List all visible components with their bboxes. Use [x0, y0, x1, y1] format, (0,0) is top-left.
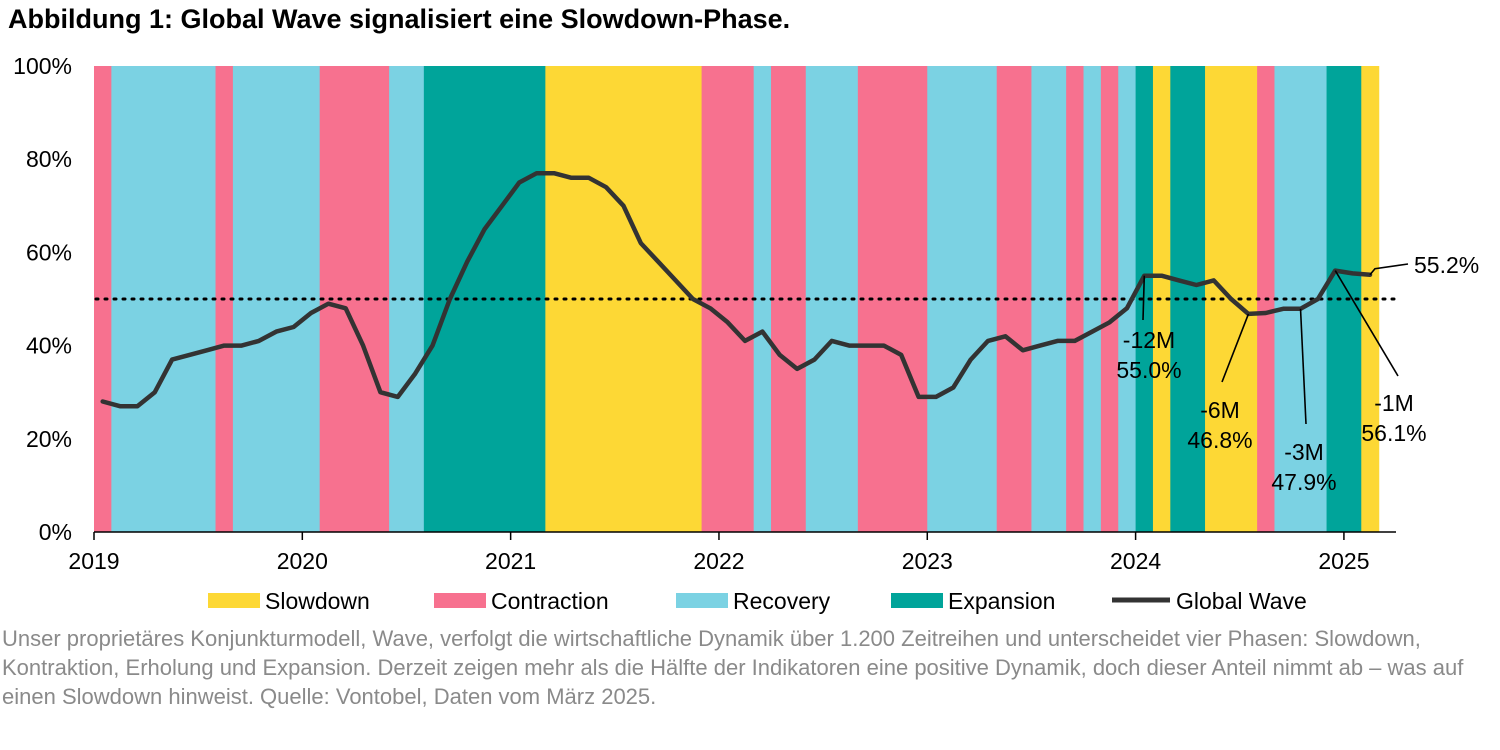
- legend: Slowdown Contraction Recovery Expansion Glob…: [208, 588, 1307, 614]
- axes: 0% 20% 40% 60% 80% 100% 2019 2020 2021 2022 2023 20…: [13, 53, 1396, 574]
- y-tick-label: 0%: [39, 519, 72, 545]
- annotation-leader: [1299, 308, 1307, 425]
- annotation-period: -6M: [1200, 397, 1240, 423]
- y-tick-label: 100%: [13, 53, 72, 79]
- y-tick-label: 20%: [26, 426, 72, 452]
- phase-band-contraction: [1066, 66, 1085, 532]
- phase-band-recovery: [111, 66, 217, 532]
- annotation-value: 47.9%: [1271, 469, 1336, 495]
- annotation-period: -12M: [1123, 327, 1175, 353]
- legend-swatch-expansion: [891, 593, 943, 608]
- annotation-period: -1M: [1374, 390, 1414, 416]
- legend-label: Recovery: [733, 588, 831, 614]
- global-wave-chart: 0% 20% 40% 60% 80% 100% 2019 2020 2021 2022 2023 20…: [13, 53, 1479, 614]
- legend-swatch-recovery: [676, 593, 728, 608]
- annotation-leaders: [1142, 263, 1409, 425]
- phase-band-slowdown: [545, 66, 703, 532]
- legend-label: Slowdown: [265, 588, 370, 614]
- x-tick-label: 2023: [902, 548, 953, 574]
- annotation-value: 55.0%: [1116, 357, 1181, 383]
- phase-band-contraction: [94, 66, 112, 532]
- annotation-value: 56.1%: [1361, 420, 1426, 446]
- phase-band-slowdown: [1152, 66, 1171, 532]
- phase-band-recovery: [1118, 66, 1137, 532]
- annotation-period: -3M: [1284, 439, 1324, 465]
- x-tick-label: 2025: [1318, 548, 1369, 574]
- last-value-leader: [1369, 263, 1409, 276]
- chart-caption: Unser proprietäres Konjunkturmodell, Wav…: [2, 626, 1464, 709]
- annotation-leader: [1334, 270, 1399, 377]
- y-tick-label: 40%: [26, 333, 72, 359]
- x-tick-label: 2022: [693, 548, 744, 574]
- x-tick-label: 2020: [277, 548, 328, 574]
- legend-label: Expansion: [948, 588, 1055, 614]
- annotation-leader: [1221, 313, 1250, 383]
- annotation-leader: [1142, 275, 1146, 321]
- y-tick-label: 60%: [26, 239, 72, 265]
- phase-band-recovery: [1083, 66, 1102, 532]
- y-tick-label: 80%: [26, 146, 72, 172]
- phase-band-expansion: [1135, 66, 1154, 532]
- x-tick-label: 2019: [68, 548, 119, 574]
- last-value-label: 55.2%: [1414, 252, 1479, 278]
- annotations: -12M 55.0% -6M 46.8% -3M 47.9% -1M 56.1% 55.2%: [1116, 252, 1479, 495]
- legend-label: Contraction: [491, 588, 609, 614]
- phase-band-contraction: [1100, 66, 1119, 532]
- annotation-value: 46.8%: [1187, 427, 1252, 453]
- legend-swatch-slowdown: [208, 593, 260, 608]
- x-tick-label: 2024: [1110, 548, 1161, 574]
- x-tick-label: 2021: [485, 548, 536, 574]
- legend-swatch-contraction: [434, 593, 486, 608]
- phase-band-slowdown: [1361, 66, 1380, 532]
- chart-title: Abbildung 1: Global Wave signalisiert ei…: [8, 4, 791, 34]
- legend-label: Global Wave: [1176, 588, 1307, 614]
- global-wave-line: [100, 170, 1373, 409]
